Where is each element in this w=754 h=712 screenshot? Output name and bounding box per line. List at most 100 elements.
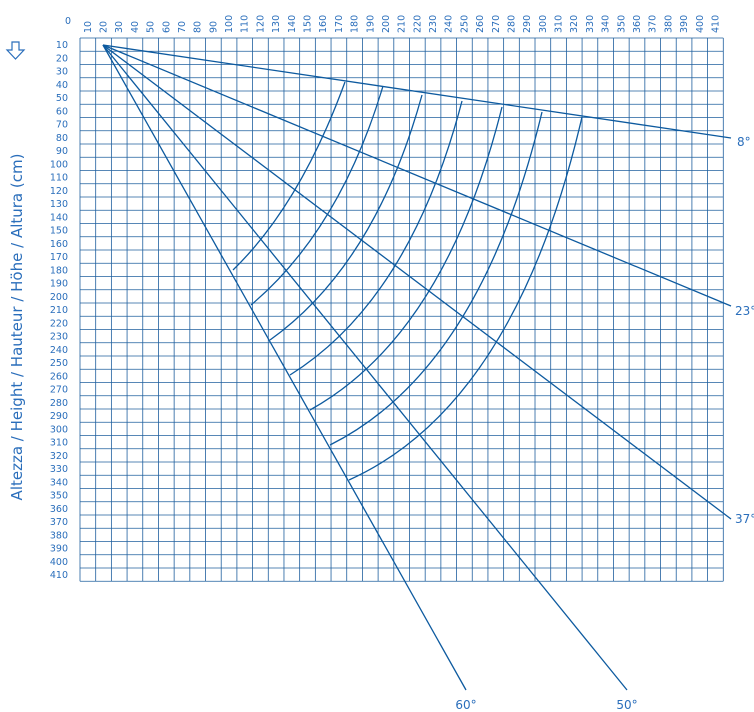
y-tick-label: 260 [50, 371, 68, 382]
y-tick-label: 20 [56, 53, 68, 64]
x-tick-label: 90 [208, 21, 219, 33]
x-tick-label: 130 [271, 15, 282, 33]
x-tick-label: 150 [303, 15, 314, 33]
angle-label-60: 60° [455, 698, 476, 712]
y-tick-label: 370 [50, 517, 68, 528]
x-tick-label: 120 [255, 15, 266, 33]
angle-label-8: 8° [737, 135, 751, 149]
x-tick-label: 30 [114, 21, 125, 33]
x-tick-label: 310 [554, 15, 565, 33]
angle-label-50: 50° [616, 698, 637, 712]
beam-line-50 [102, 44, 628, 691]
x-tick-label: 20 [99, 21, 110, 33]
y-tick-label: 300 [50, 424, 68, 435]
y-tick-label: 110 [50, 173, 68, 184]
x-tick-label: 410 [710, 15, 721, 33]
x-tick-label: 390 [679, 15, 690, 33]
distance-arc [269, 94, 423, 341]
y-tick-label: 350 [50, 491, 68, 502]
y-tick-label: 410 [50, 570, 68, 581]
x-tick-label: 300 [538, 15, 549, 33]
x-tick-label: 50 [146, 21, 157, 33]
y-tick-label: 40 [56, 80, 68, 91]
y-tick-label: 80 [56, 133, 68, 144]
x-tick-label: 80 [193, 21, 204, 33]
beam-line-37 [102, 44, 732, 520]
x-tick-label: 240 [444, 15, 455, 33]
x-tick-label: 220 [412, 15, 423, 33]
y-tick-label: 200 [50, 292, 68, 303]
beam-line-23 [102, 44, 732, 307]
y-tick-label: 280 [50, 398, 68, 409]
x-tick-label: 100 [224, 15, 235, 33]
y-tick-label: 210 [50, 305, 68, 316]
y-tick-label: 160 [50, 239, 68, 250]
x-tick-label: 40 [130, 21, 141, 33]
y-axis-title: Altezza / Height / Hauteur / Höhe / Altu… [8, 154, 26, 501]
x-tick-label: 210 [397, 15, 408, 33]
beam-line-8 [102, 44, 732, 139]
y-tick-label: 380 [50, 530, 68, 541]
x-tick-label: 370 [648, 15, 659, 33]
distance-arcs [232, 81, 583, 481]
x-tick-label: 200 [381, 15, 392, 33]
x-tick-label: 230 [428, 15, 439, 33]
y-tick-label: 360 [50, 504, 68, 515]
y-axis-ticks: 10 20 30 40 50 60 70 80 90 100 110 120 130 140 150 160 1… [50, 40, 68, 581]
beam-line-60 [102, 44, 467, 691]
x-tick-label: 360 [632, 15, 643, 33]
x-tick-label: 260 [475, 15, 486, 33]
y-tick-label: 60 [56, 106, 68, 117]
beam-lines [102, 44, 732, 691]
y-tick-label: 270 [50, 385, 68, 396]
y-tick-label: 400 [50, 557, 68, 568]
origin-label: 0 [65, 16, 71, 27]
x-tick-label: 10 [83, 21, 94, 33]
y-tick-label: 10 [56, 40, 68, 51]
y-tick-label: 140 [50, 212, 68, 223]
x-axis-ticks: 10 20 30 40 50 60 70 80 90 100 110 120 130 140 150 160 1… [83, 15, 722, 33]
y-tick-label: 50 [56, 93, 68, 104]
x-tick-label: 110 [240, 15, 251, 33]
y-tick-label: 180 [50, 265, 68, 276]
y-tick-label: 340 [50, 477, 68, 488]
y-tick-label: 100 [50, 159, 68, 170]
x-tick-label: 170 [334, 15, 345, 33]
y-tick-label: 90 [56, 146, 68, 157]
y-tick-label: 150 [50, 226, 68, 237]
distance-arc [348, 116, 583, 481]
x-tick-label: 320 [569, 15, 580, 33]
x-tick-label: 290 [522, 15, 533, 33]
x-tick-label: 60 [161, 21, 172, 33]
y-tick-label: 130 [50, 199, 68, 210]
x-tick-label: 250 [459, 15, 470, 33]
down-arrow-icon [5, 41, 26, 60]
x-tick-label: 190 [365, 15, 376, 33]
x-tick-label: 380 [663, 15, 674, 33]
y-tick-label: 70 [56, 120, 68, 131]
y-tick-label: 120 [50, 186, 68, 197]
y-tick-label: 330 [50, 464, 68, 475]
y-tick-label: 240 [50, 345, 68, 356]
x-tick-label: 350 [616, 15, 627, 33]
y-tick-label: 170 [50, 252, 68, 263]
x-tick-label: 330 [585, 15, 596, 33]
x-tick-label: 70 [177, 21, 188, 33]
y-tick-label: 250 [50, 358, 68, 369]
x-tick-label: 340 [601, 15, 612, 33]
distance-arc [289, 100, 463, 376]
grid [79, 37, 724, 582]
x-tick-label: 270 [491, 15, 502, 33]
angle-label-37: 37° [735, 512, 754, 526]
distance-arc [250, 85, 384, 306]
x-tick-label: 140 [287, 15, 298, 33]
angle-label-23: 23° [735, 304, 754, 318]
distance-arc [309, 106, 503, 411]
y-tick-label: 310 [50, 438, 68, 449]
y-tick-label: 320 [50, 451, 68, 462]
y-tick-label: 220 [50, 318, 68, 329]
x-tick-label: 180 [350, 15, 361, 33]
y-tick-label: 230 [50, 332, 68, 343]
y-tick-label: 390 [50, 544, 68, 555]
